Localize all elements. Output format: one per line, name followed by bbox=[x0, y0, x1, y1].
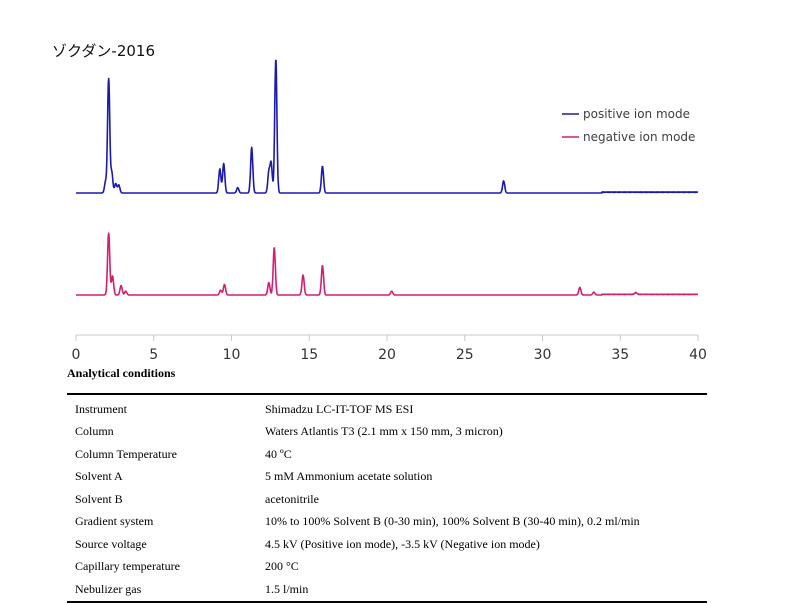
condition-value: 200 °C bbox=[265, 559, 299, 574]
condition-key: Column Temperature bbox=[75, 446, 177, 461]
table-row: Gradient system 10% to 100% Solvent B (0-… bbox=[67, 511, 707, 534]
condition-value: Shimadzu LC-IT-TOF MS ESI bbox=[265, 401, 414, 416]
series-line-positive bbox=[75, 59, 699, 194]
condition-value: 4.5 kV (Positive ion mode), -3.5 kV (Neg… bbox=[265, 536, 540, 551]
legend-label: negative ion mode bbox=[583, 130, 695, 144]
condition-value: 10% to 100% Solvent B (0-30 min), 100% S… bbox=[265, 514, 640, 529]
legend: positive ion mode negative ion mode bbox=[562, 107, 695, 144]
chart-title: ゾクダン-2016 bbox=[52, 42, 155, 60]
series-line-negative bbox=[75, 232, 699, 296]
x-tick-label: 35 bbox=[611, 347, 629, 363]
table-row: Nebulizer gas 1.5 l/min bbox=[67, 578, 707, 602]
condition-value: 1.5 l/min bbox=[265, 581, 309, 596]
condition-value: 5 mM Ammonium acetate solution bbox=[265, 469, 433, 484]
x-axis-ticks: 0 5 10 15 20 25 30 35 40 bbox=[72, 335, 707, 363]
condition-key: Column bbox=[75, 424, 114, 439]
condition-key: Capillary temperature bbox=[75, 559, 180, 574]
condition-key: Instrument bbox=[75, 401, 127, 416]
x-tick-label: 25 bbox=[456, 347, 474, 363]
table-row: Column Waters Atlantis T3 (2.1 mm x 150 m… bbox=[67, 421, 707, 444]
condition-value: acetonitrile bbox=[265, 491, 319, 506]
table-row: Solvent A 5 mM Ammonium acetate solution bbox=[67, 466, 707, 489]
x-tick-label: 20 bbox=[378, 347, 396, 363]
conditions-heading: Analytical conditions bbox=[67, 366, 176, 380]
legend-label: positive ion mode bbox=[583, 107, 690, 121]
condition-key: Source voltage bbox=[75, 536, 147, 551]
x-tick-label: 40 bbox=[689, 347, 707, 363]
condition-key: Solvent A bbox=[75, 469, 123, 484]
table-row: Source voltage 4.5 kV (Positive ion mode)… bbox=[67, 533, 707, 556]
x-tick-label: 30 bbox=[534, 347, 552, 363]
table-row: Solvent B acetonitrile bbox=[67, 488, 707, 511]
table-row: Column Temperature 40 ºC bbox=[67, 443, 707, 466]
x-tick-label: 15 bbox=[300, 347, 318, 363]
table-row: Capillary temperature 200 °C bbox=[67, 556, 707, 579]
x-tick-label: 10 bbox=[223, 347, 241, 363]
analytical-conditions: Analytical conditions Instrument Shimadzu… bbox=[67, 366, 707, 603]
x-tick-label: 5 bbox=[149, 347, 158, 363]
condition-key: Nebulizer gas bbox=[75, 581, 142, 596]
chromatogram-chart: 0 5 10 15 20 25 30 35 40 positive ion mode negati… bbox=[72, 59, 707, 363]
condition-value: Waters Atlantis T3 (2.1 mm x 150 mm, 3 m… bbox=[265, 424, 503, 439]
condition-key: Solvent B bbox=[75, 491, 123, 506]
table-row: Instrument Shimadzu LC-IT-TOF MS ESI bbox=[67, 394, 707, 421]
series-layer bbox=[75, 59, 699, 296]
conditions-table: Instrument Shimadzu LC-IT-TOF MS ESI Colum… bbox=[67, 393, 707, 603]
x-tick-label: 0 bbox=[72, 347, 81, 363]
condition-key: Gradient system bbox=[75, 514, 154, 529]
condition-value: 40 ºC bbox=[265, 446, 292, 461]
